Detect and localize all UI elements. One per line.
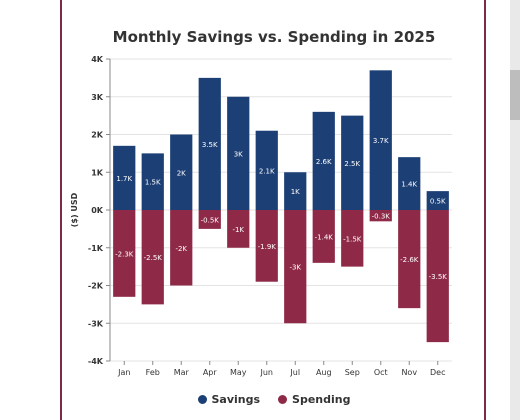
bar-spending-feb[interactable]	[141, 210, 164, 305]
legend-swatch-savings	[197, 395, 207, 404]
scrollbar-track[interactable]	[510, 0, 520, 420]
data-label-savings-dec: 0.5K	[430, 198, 446, 206]
x-tick-label: Aug	[316, 368, 332, 377]
data-label-spending-jun: -1.9K	[258, 243, 277, 251]
y-tick-label: -2K	[88, 282, 104, 291]
data-label-spending-sep: -1.5K	[343, 235, 362, 243]
data-label-spending-nov: -2.6K	[400, 256, 419, 264]
data-label-spending-dec: -3.5K	[429, 273, 448, 281]
bar-savings-jun[interactable]	[255, 130, 278, 210]
bar-spending-oct[interactable]	[369, 210, 392, 222]
y-tick-label: 4K	[91, 55, 104, 64]
data-label-spending-jul: -3K	[289, 264, 301, 272]
data-label-savings-sep: 2.5K	[344, 160, 360, 168]
y-tick-label: 0K	[91, 206, 104, 215]
bar-savings-jan[interactable]	[113, 145, 136, 210]
y-axis-label: ($) USD	[70, 192, 79, 227]
y-tick-label: 2K	[91, 131, 104, 140]
bar-spending-may[interactable]	[227, 210, 250, 248]
legend-swatch-spending	[278, 395, 288, 404]
scrollbar-thumb[interactable]	[510, 70, 520, 120]
bar-spending-jan[interactable]	[113, 210, 136, 297]
legend-label-spending: Spending	[292, 393, 351, 406]
bar-savings-may[interactable]	[227, 96, 250, 210]
data-label-spending-apr: -0.5K	[201, 216, 220, 224]
legend-item-spending[interactable]: Spending	[278, 393, 350, 406]
data-label-savings-mar: 2K	[177, 169, 186, 177]
bar-spending-apr[interactable]	[198, 210, 221, 229]
bar-spending-nov[interactable]	[398, 210, 421, 309]
y-tick-label: 1K	[91, 168, 104, 177]
data-label-savings-feb: 1.5K	[145, 179, 161, 187]
bar-savings-dec[interactable]	[426, 191, 449, 210]
x-tick-label: Sep	[345, 368, 360, 377]
x-tick-label: Feb	[146, 368, 160, 377]
bar-savings-sep[interactable]	[341, 115, 364, 210]
data-label-savings-jul: 1K	[291, 188, 300, 196]
data-label-savings-may: 3K	[234, 150, 243, 158]
y-tick-label: -3K	[88, 319, 104, 328]
x-tick-label: Nov	[401, 368, 417, 377]
bar-spending-mar[interactable]	[170, 210, 193, 286]
data-label-spending-may: -1K	[232, 226, 244, 234]
x-tick-label: Jul	[289, 368, 300, 377]
bar-savings-mar[interactable]	[170, 134, 193, 211]
legend-item-savings[interactable]: Savings	[197, 393, 261, 406]
data-label-savings-nov: 1.4K	[401, 181, 417, 189]
bar-savings-aug[interactable]	[312, 111, 335, 210]
bar-spending-dec[interactable]	[426, 210, 449, 343]
x-tick-label: Oct	[374, 368, 388, 377]
legend-label-savings: Savings	[211, 393, 261, 406]
bar-savings-nov[interactable]	[398, 157, 421, 210]
bar-savings-feb[interactable]	[141, 153, 164, 210]
data-label-savings-jun: 2.1K	[259, 167, 275, 175]
data-label-spending-feb: -2.5K	[144, 254, 163, 262]
x-tick-label: May	[230, 368, 247, 377]
data-label-savings-apr: 3.5K	[202, 141, 218, 149]
bar-spending-aug[interactable]	[312, 210, 335, 263]
x-tick-label: Jan	[117, 368, 130, 377]
y-tick-label: 3K	[91, 93, 104, 102]
chart-frame	[60, 0, 486, 420]
bar-savings-apr[interactable]	[198, 77, 221, 210]
bar-savings-oct[interactable]	[369, 70, 392, 210]
data-label-savings-jan: 1.7K	[116, 175, 132, 183]
y-tick-label: -1K	[88, 244, 104, 253]
bar-spending-jun[interactable]	[255, 210, 278, 282]
bar-spending-sep[interactable]	[341, 210, 364, 267]
data-label-savings-oct: 3.7K	[373, 137, 389, 145]
y-tick-label: -4K	[88, 357, 104, 366]
x-tick-label: Apr	[203, 368, 218, 377]
data-label-spending-mar: -2K	[175, 245, 187, 253]
bar-savings-jul[interactable]	[284, 172, 307, 210]
data-label-spending-jan: -2.3K	[115, 250, 134, 258]
x-tick-label: Jun	[260, 368, 274, 377]
chart-legend: Savings Spending	[62, 393, 486, 406]
x-tick-label: Dec	[430, 368, 445, 377]
x-tick-label: Mar	[174, 368, 190, 377]
data-label-spending-oct: -0.3K	[372, 213, 391, 221]
chart-title: Monthly Savings vs. Spending in 2025	[112, 28, 436, 46]
bar-spending-jul[interactable]	[284, 210, 307, 324]
data-label-spending-aug: -1.4K	[315, 233, 334, 241]
data-label-savings-aug: 2.6K	[316, 158, 332, 166]
